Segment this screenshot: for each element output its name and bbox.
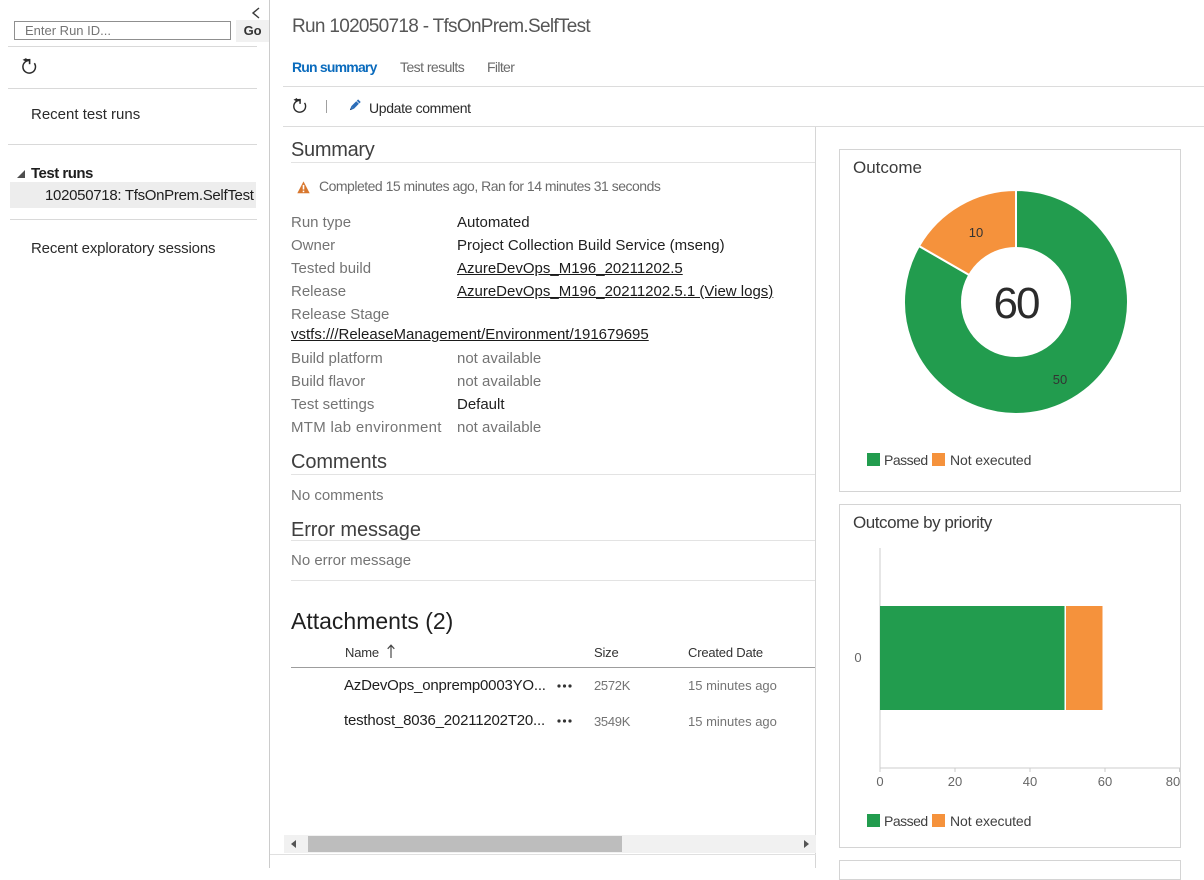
svg-text:60: 60 xyxy=(994,279,1039,328)
svg-text:10: 10 xyxy=(969,225,983,240)
svg-text:50: 50 xyxy=(1053,372,1067,387)
svg-text:40: 40 xyxy=(1023,774,1037,789)
svg-text:20: 20 xyxy=(948,774,962,789)
svg-text:60: 60 xyxy=(1098,774,1112,789)
svg-text:80: 80 xyxy=(1166,774,1180,789)
svg-text:0: 0 xyxy=(854,650,861,665)
svg-text:0: 0 xyxy=(876,774,883,789)
